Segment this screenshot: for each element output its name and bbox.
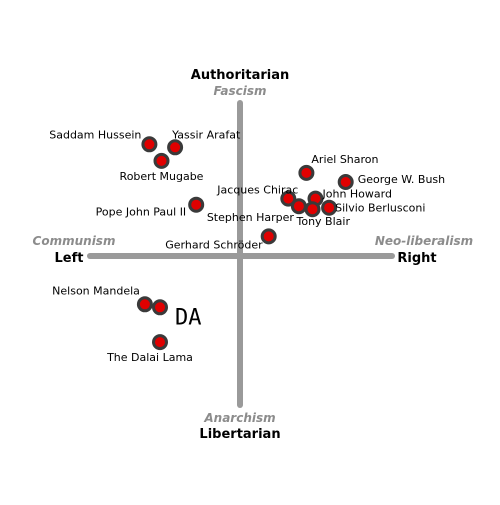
label-nelson-mandela: Nelson Mandela — [52, 284, 140, 297]
label-robert-mugabe: Robert Mugabe — [120, 170, 204, 183]
pole-right: Right — [397, 251, 436, 266]
pole-authoritarian: Authoritarian — [191, 68, 289, 83]
label-ariel-sharon: Ariel Sharon — [311, 153, 378, 166]
point-tony-blair — [304, 201, 321, 218]
label-john-howard: John Howard — [322, 188, 392, 201]
point-pope-john-paul-ii — [188, 196, 205, 213]
point-ariel-sharon — [298, 164, 315, 181]
point-silvio-berlusconi — [321, 199, 338, 216]
ideology-anarchism: Anarchism — [203, 411, 275, 425]
label-saddam-hussein: Saddam Hussein — [49, 128, 141, 141]
label-gerhard-schr-der: Gerhard Schröder — [165, 238, 263, 251]
point-da — [152, 299, 168, 316]
point-robert-mugabe — [153, 152, 170, 169]
ideology-communism: Communism — [33, 234, 116, 248]
point-george-w-bush — [337, 174, 354, 190]
point-yassir-arafat — [167, 139, 184, 156]
label-yassir-arafat: Yassir Arafat — [171, 128, 241, 141]
label-silvio-berlusconi: Silvio Berlusconi — [335, 202, 425, 215]
label-stephen-harper: Stephen Harper — [207, 211, 295, 224]
label-jacques-chirac: Jacques Chirac — [216, 184, 298, 197]
point-stephen-harper — [290, 198, 307, 215]
label-da: DA — [175, 305, 202, 330]
point-jacques-chirac — [280, 190, 297, 207]
point-the-dalai-lama — [152, 334, 168, 351]
label-pope-john-paul-ii: Pope John Paul II — [96, 206, 187, 219]
point-saddam-hussein — [141, 136, 158, 153]
ideology-fascism: Fascism — [214, 84, 267, 98]
label-tony-blair: Tony Blair — [296, 215, 351, 228]
label-george-w-bush: George W. Bush — [358, 173, 445, 186]
ideology-neoliberalism: Neo-liberalism — [375, 234, 473, 248]
point-labels: Saddam Hussein Yassir Arafat Robert Mugabe… — [49, 128, 445, 364]
axes — [87, 100, 395, 408]
point-gerhard-schr-der — [260, 228, 277, 245]
pole-libertarian: Libertarian — [199, 427, 280, 442]
pole-left: Left — [55, 251, 84, 266]
label-the-dalai-lama: The Dalai Lama — [106, 351, 193, 364]
point-nelson-mandela — [136, 296, 153, 313]
data-points — [136, 136, 354, 351]
